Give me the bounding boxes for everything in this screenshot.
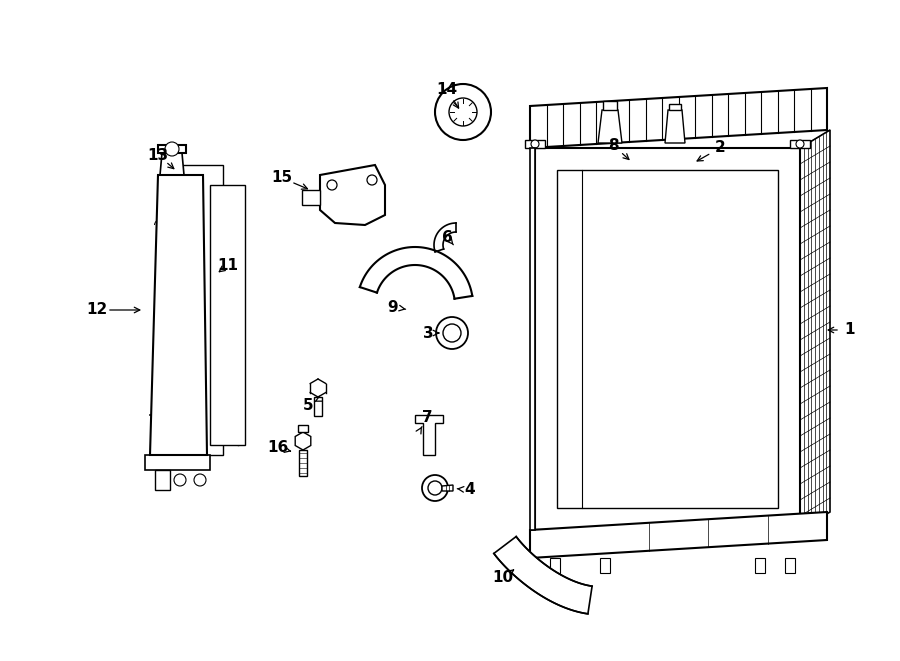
Circle shape	[160, 323, 184, 347]
Circle shape	[422, 475, 448, 501]
Text: 5: 5	[302, 397, 313, 412]
Circle shape	[436, 317, 468, 349]
Circle shape	[174, 474, 186, 486]
Text: 6: 6	[442, 229, 453, 245]
Text: 7: 7	[422, 410, 432, 426]
Circle shape	[455, 104, 471, 120]
Polygon shape	[755, 558, 765, 573]
Text: 8: 8	[608, 137, 618, 153]
Text: 4: 4	[464, 483, 475, 498]
Polygon shape	[598, 110, 622, 143]
Polygon shape	[168, 165, 223, 455]
Polygon shape	[790, 140, 810, 148]
Polygon shape	[299, 450, 307, 476]
Polygon shape	[155, 470, 170, 490]
Text: 11: 11	[218, 258, 238, 272]
Polygon shape	[530, 88, 827, 148]
Text: 15: 15	[272, 171, 292, 186]
Circle shape	[435, 84, 491, 140]
Polygon shape	[530, 512, 827, 558]
Polygon shape	[210, 185, 245, 445]
Polygon shape	[314, 397, 322, 416]
Text: 3: 3	[423, 325, 433, 340]
Text: 1: 1	[845, 323, 855, 338]
Circle shape	[327, 180, 337, 190]
Text: 2: 2	[715, 141, 725, 155]
Text: 13: 13	[148, 147, 168, 163]
Polygon shape	[442, 485, 453, 491]
Polygon shape	[785, 558, 795, 573]
Polygon shape	[800, 130, 830, 530]
Polygon shape	[302, 190, 320, 205]
Circle shape	[220, 337, 236, 353]
Text: 9: 9	[388, 299, 399, 315]
Circle shape	[796, 140, 804, 148]
Text: 10: 10	[492, 570, 514, 586]
Polygon shape	[145, 455, 210, 470]
Circle shape	[165, 142, 179, 156]
Text: 14: 14	[436, 83, 457, 98]
Polygon shape	[600, 558, 610, 573]
Polygon shape	[295, 432, 310, 450]
Polygon shape	[530, 148, 535, 530]
Polygon shape	[603, 101, 617, 110]
Text: 12: 12	[86, 303, 108, 317]
Circle shape	[194, 474, 206, 486]
Circle shape	[531, 140, 539, 148]
Circle shape	[449, 98, 477, 126]
Polygon shape	[320, 165, 385, 225]
Polygon shape	[665, 110, 685, 143]
Polygon shape	[160, 153, 184, 175]
Polygon shape	[525, 140, 545, 148]
Polygon shape	[557, 170, 778, 508]
Circle shape	[428, 481, 442, 495]
Polygon shape	[535, 148, 800, 530]
Polygon shape	[158, 145, 186, 153]
Polygon shape	[150, 175, 207, 455]
Polygon shape	[550, 558, 560, 573]
Circle shape	[367, 175, 377, 185]
Polygon shape	[415, 415, 443, 455]
Polygon shape	[669, 104, 681, 110]
Polygon shape	[298, 425, 308, 432]
Circle shape	[443, 324, 461, 342]
Text: 16: 16	[267, 440, 289, 455]
Polygon shape	[494, 537, 592, 614]
